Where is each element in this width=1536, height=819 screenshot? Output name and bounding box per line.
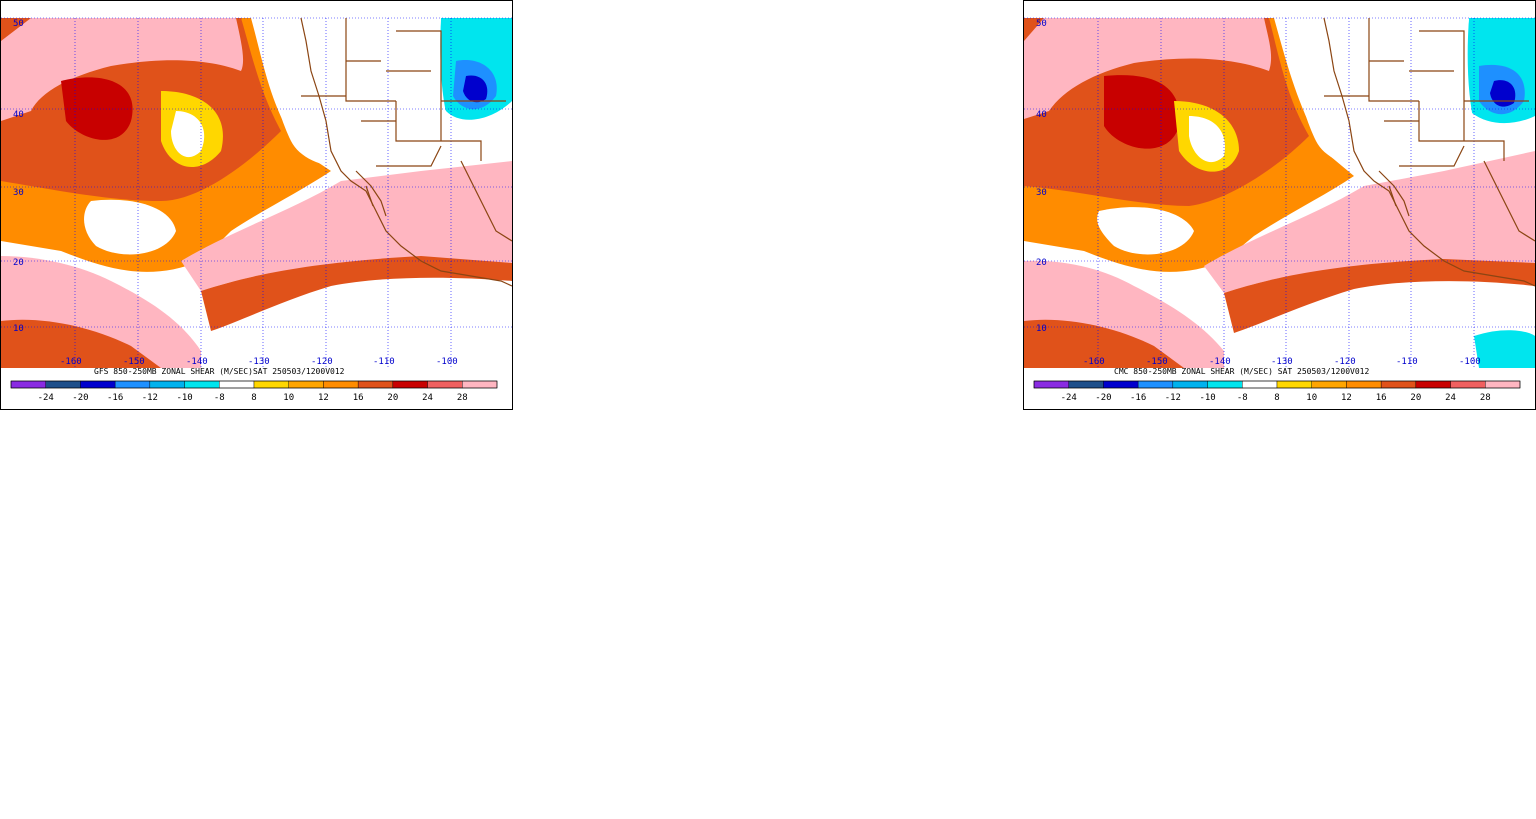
- colorbar-tick-label: -8: [1237, 393, 1248, 403]
- colorbar-tick-label: 16: [1376, 393, 1387, 403]
- cmc-lon-label-140: -140: [1209, 357, 1231, 367]
- gfs-lon-label-160: -160: [60, 357, 82, 367]
- colorbar-swatch: [1380, 380, 1417, 389]
- colorbar-swatch: [184, 380, 220, 389]
- colorbar-swatch: [45, 380, 81, 389]
- colorbar-tick-label: 24: [422, 393, 433, 403]
- colorbar-swatch: [80, 380, 116, 389]
- colorbar-tick-label: 12: [318, 393, 329, 403]
- colorbar-swatch: [392, 380, 428, 389]
- colorbar-tick-label: -8: [214, 393, 225, 403]
- gfs-lat-label-30: 30: [13, 188, 24, 198]
- colorbar-swatch: [323, 380, 359, 389]
- colorbar-tick-label: 28: [1480, 393, 1491, 403]
- colorbar-tick-label: 24: [1445, 393, 1456, 403]
- gfs-shear-map: 50 40 30 20 10 -160 -150 -140 -130 -120 …: [1, 17, 512, 403]
- gfs-shear-panel: 50 40 30 20 10 -160 -150 -140 -130 -120 …: [0, 0, 513, 410]
- colorbar-tick-label: -24: [1061, 393, 1077, 403]
- colorbar-tick-label: 16: [353, 393, 364, 403]
- gfs-lat-label-10: 10: [13, 324, 24, 334]
- cmc-lat-label-40: 40: [1036, 110, 1047, 120]
- colorbar-swatch: [1346, 380, 1382, 389]
- colorbar-swatch: [357, 380, 394, 389]
- cmc-lat-label-50: 50: [1036, 19, 1047, 29]
- colorbar-swatch: [1172, 380, 1208, 389]
- gfs-borders: [300, 17, 512, 287]
- colorbar-swatch: [1068, 380, 1104, 389]
- gfs-lon-label-120: -120: [311, 357, 333, 367]
- colorbar-swatch: [1033, 380, 1069, 389]
- cmc-shear-panel: 50 40 30 20 10 -160 -150 -140 -130 -120 …: [1023, 0, 1536, 410]
- cmc-lon-label-120: -120: [1334, 357, 1356, 367]
- gfs-caption: GFS 850-250MB ZONAL SHEAR (M/SEC)SAT 250…: [94, 367, 345, 376]
- cmc-lon-label-130: -130: [1271, 357, 1293, 367]
- colorbar-swatch: [1103, 380, 1139, 389]
- cmc-lat-label-10: 10: [1036, 324, 1047, 334]
- colorbar-swatch: [1311, 380, 1347, 389]
- gfs-lat-label-20: 20: [13, 258, 24, 268]
- gfs-lon-label-150: -150: [123, 357, 145, 367]
- colorbar-tick-label: 20: [1410, 393, 1421, 403]
- colorbar-swatch: [288, 380, 324, 389]
- colorbar-swatch: [427, 380, 463, 389]
- colorbar-tick-label: -10: [176, 393, 192, 403]
- colorbar-tick-label: 8: [251, 393, 256, 403]
- colorbar-tick-label: -20: [72, 393, 88, 403]
- colorbar-swatch: [10, 380, 46, 389]
- colorbar-tick-label: -16: [1130, 393, 1146, 403]
- cmc-lon-label-150: -150: [1146, 357, 1168, 367]
- colorbar-tick-label: 10: [1306, 393, 1317, 403]
- gfs-lon-label-110: -110: [373, 357, 395, 367]
- colorbar-tick-label: 10: [283, 393, 294, 403]
- cmc-caption: CMC 850-250MB ZONAL SHEAR (M/SEC) SAT 25…: [1114, 367, 1369, 376]
- cmc-lat-label-20: 20: [1036, 258, 1047, 268]
- colorbar-swatch: [1450, 380, 1486, 389]
- colorbar-swatch: [1242, 380, 1278, 389]
- cmc-lon-label-100: -100: [1459, 357, 1481, 367]
- colorbar-tick-label: -12: [1165, 393, 1181, 403]
- colorbar-swatch: [1137, 380, 1174, 389]
- gfs-lon-label-140: -140: [186, 357, 208, 367]
- gfs-lat-label-50: 50: [13, 19, 24, 29]
- colorbar-swatch: [149, 380, 185, 389]
- colorbar-swatch: [219, 380, 255, 389]
- colorbar-tick-label: -16: [107, 393, 123, 403]
- cmc-colorbar: -24 -20 -16 -12 -10 -8 8 10 12 16 20 24 28: [1033, 380, 1521, 403]
- colorbar-swatch: [462, 380, 498, 389]
- colorbar-tick-label: -24: [38, 393, 54, 403]
- gfs-lon-label-130: -130: [248, 357, 270, 367]
- colorbar-tick-label: -20: [1095, 393, 1111, 403]
- colorbar-tick-label: -10: [1199, 393, 1215, 403]
- colorbar-tick-label: -12: [142, 393, 158, 403]
- colorbar-tick-label: 12: [1341, 393, 1352, 403]
- colorbar-swatch: [1207, 380, 1243, 389]
- colorbar-tick-label: 20: [387, 393, 398, 403]
- cmc-borders: [1323, 17, 1535, 287]
- cmc-lon-label-110: -110: [1396, 357, 1418, 367]
- colorbar-swatch: [1415, 380, 1451, 389]
- gfs-colorbar: -24 -20 -16 -12 -10 -8 8 10 12 16 20 24 28: [10, 380, 498, 403]
- colorbar-swatch: [114, 380, 151, 389]
- gfs-lon-label-100: -100: [436, 357, 458, 367]
- colorbar-tick-label: 28: [457, 393, 468, 403]
- colorbar-swatch: [253, 380, 289, 389]
- cmc-lon-label-160: -160: [1083, 357, 1105, 367]
- colorbar-swatch: [1485, 380, 1521, 389]
- gfs-lat-label-40: 40: [13, 110, 24, 120]
- cmc-lat-label-30: 30: [1036, 188, 1047, 198]
- colorbar-tick-label: 8: [1274, 393, 1279, 403]
- cmc-shear-map: 50 40 30 20 10 -160 -150 -140 -130 -120 …: [1024, 17, 1535, 403]
- colorbar-swatch: [1276, 380, 1312, 389]
